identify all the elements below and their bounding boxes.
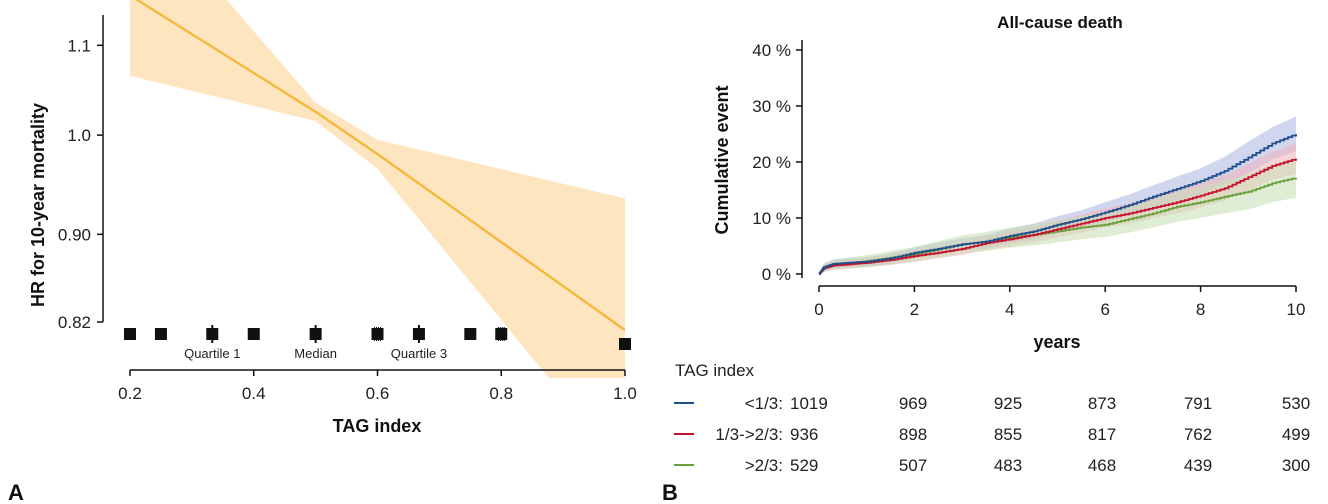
- risk-cell: 507: [899, 456, 927, 475]
- risk-cell: 817: [1088, 425, 1116, 444]
- x-tick-label: 0.2: [118, 384, 142, 403]
- risk-cell: 791: [1184, 394, 1212, 413]
- y-axis-label: HR for 10-year mortality: [28, 103, 48, 307]
- quantile-label: Quartile 1: [184, 346, 240, 361]
- y-tick-label: 40 %: [752, 41, 791, 60]
- x-tick-label: 2: [910, 300, 919, 319]
- quantile-annotations: Quartile 1 Median Quartile 3: [184, 346, 447, 361]
- risk-table-header: TAG index: [675, 361, 755, 380]
- risk-cell: 762: [1184, 425, 1212, 444]
- y-tick-label: 0.82: [58, 313, 91, 332]
- x-ticks: 0.2 0.4 0.6 0.8 1.0: [118, 370, 637, 403]
- y-tick-label: 0 %: [762, 265, 791, 284]
- risk-cell: 969: [899, 394, 927, 413]
- risk-cell: 925: [994, 394, 1022, 413]
- x-tick-label: 0: [814, 300, 823, 319]
- panel-a-hr-curve: 0.82 0.90 1.0 1.1 0.2 0.4 0.6 0.8 1.0 Quartile …: [8, 0, 637, 504]
- risk-row-label: >2/3:: [745, 456, 783, 475]
- y-tick-label: 30 %: [752, 97, 791, 116]
- y-tick-label: 0.90: [58, 225, 91, 244]
- x-tick-label: 0.8: [489, 384, 513, 403]
- risk-cell: 898: [899, 425, 927, 444]
- rug-square: [464, 328, 477, 340]
- x-tick-label: 6: [1100, 300, 1109, 319]
- quantile-label: Quartile 3: [391, 346, 447, 361]
- risk-cell: 873: [1088, 394, 1116, 413]
- risk-cell: 936: [790, 425, 818, 444]
- hr-line-layer: [135, 0, 625, 332]
- risk-cell: 855: [994, 425, 1022, 444]
- risk-row-label: <1/3:: [745, 394, 783, 413]
- risk-cell: 530: [1282, 394, 1310, 413]
- rug-square-end: [619, 338, 631, 350]
- x-tick-label: 8: [1196, 300, 1205, 319]
- y-tick-label: 20 %: [752, 153, 791, 172]
- rug-square: [495, 328, 508, 340]
- risk-cell: 1019: [790, 394, 828, 413]
- hr-curve-line: [135, 0, 625, 332]
- chart-title: All-cause death: [997, 13, 1123, 32]
- x-tick-label: 0.4: [242, 384, 266, 403]
- y-ticks: 0 % 10 % 20 % 30 % 40 %: [752, 41, 802, 284]
- x-axis-label: TAG index: [333, 416, 422, 436]
- y-tick-label: 1.0: [67, 126, 91, 145]
- risk-cell: 468: [1088, 456, 1116, 475]
- confidence-band-layer: [819, 116, 1296, 274]
- risk-cell: 529: [790, 456, 818, 475]
- rug-square: [154, 328, 167, 340]
- y-ticks: 0.82 0.90 1.0 1.1: [58, 36, 103, 332]
- panel-label-a: A: [8, 480, 24, 504]
- x-tick-label: 1.0: [613, 384, 637, 403]
- confidence-band-layer: [130, 0, 625, 378]
- confidence-band: [130, 0, 625, 378]
- x-tick-label: 4: [1005, 300, 1014, 319]
- confidence-band-2: [819, 157, 1296, 274]
- panel-label-b: B: [662, 480, 678, 504]
- y-tick-label: 1.1: [67, 36, 91, 55]
- x-ticks: 0 2 4 6 8 10: [814, 286, 1305, 319]
- series-line-1: [818, 158, 1297, 275]
- x-tick-label: 10: [1287, 300, 1306, 319]
- rug-square: [247, 328, 260, 340]
- y-tick-label: 10 %: [752, 209, 791, 228]
- risk-table: <1/3: 1019 969 925 873 791 530 1/3->2/3: 936 898 8…: [674, 394, 1310, 475]
- risk-cell: 483: [994, 456, 1022, 475]
- rug-marks: [124, 325, 631, 350]
- x-tick-label: 0.6: [366, 384, 390, 403]
- y-axis-label: Cumulative event: [712, 85, 732, 234]
- rug-square: [124, 328, 136, 340]
- rug-square: [371, 328, 384, 340]
- series-line-0: [818, 134, 1297, 275]
- quantile-label: Median: [294, 346, 337, 361]
- x-axis-label: years: [1033, 332, 1080, 352]
- series-line-layer: [818, 134, 1297, 275]
- risk-cell: 300: [1282, 456, 1310, 475]
- risk-row-label: 1/3->2/3:: [715, 425, 783, 444]
- risk-cell: 439: [1184, 456, 1212, 475]
- risk-cell: 499: [1282, 425, 1310, 444]
